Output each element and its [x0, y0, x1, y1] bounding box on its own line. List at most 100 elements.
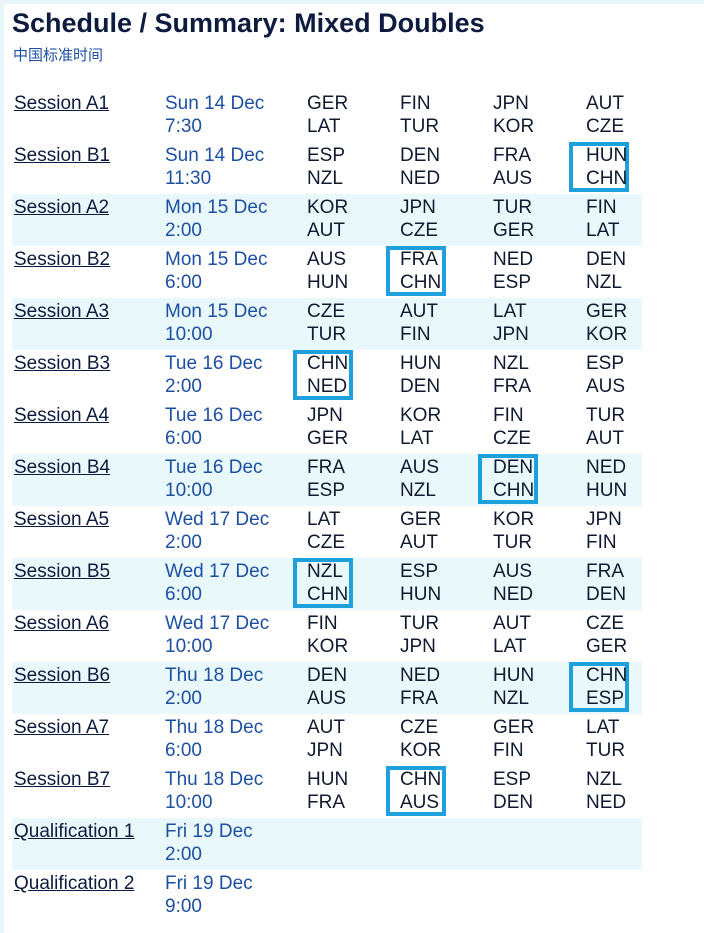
team-code: GER: [307, 428, 349, 449]
session-link[interactable]: Session B7: [14, 769, 111, 790]
match-cell[interactable]: AUT JPN: [307, 716, 345, 762]
session-link[interactable]: Session A6: [14, 613, 110, 634]
team-code: JPN: [493, 324, 529, 345]
session-link[interactable]: Session A3: [14, 301, 110, 322]
match-cell[interactable]: NED HUN: [586, 456, 627, 502]
match-cell[interactable]: HUN NZL: [493, 664, 534, 710]
match-cell[interactable]: DEN CHN: [493, 456, 534, 502]
session-link[interactable]: Session A7: [14, 717, 110, 738]
match-cell[interactable]: FRA CHN: [400, 248, 441, 294]
match-cell[interactable]: FIN LAT: [586, 196, 619, 242]
session-link[interactable]: Session B6: [14, 665, 111, 686]
match-cell[interactable]: GER FIN: [493, 716, 534, 762]
session-cell: Qualification 1: [14, 820, 134, 843]
match-cell[interactable]: JPN KOR: [493, 92, 534, 138]
team-code: NED: [400, 665, 441, 686]
team-code: GER: [586, 636, 628, 657]
session-link[interactable]: Session B4: [14, 457, 111, 478]
match-cell[interactable]: KOR TUR: [493, 508, 534, 554]
match-cell[interactable]: NZL NED: [586, 768, 626, 814]
match-cell[interactable]: DEN NED: [400, 144, 440, 190]
session-cell: Session A1: [14, 92, 109, 115]
match-cell[interactable]: FIN TUR: [400, 92, 439, 138]
match-cell[interactable]: FIN CZE: [493, 404, 531, 450]
match-cell[interactable]: ESP DEN: [493, 768, 533, 814]
match-cell[interactable]: KOR AUT: [307, 196, 348, 242]
match-cell[interactable]: AUT FIN: [400, 300, 438, 346]
session-link[interactable]: Session A5: [14, 509, 110, 530]
session-row: Session B2 Mon 15 Dec 6:00 AUS HUN FRA CHN NED E…: [12, 246, 642, 298]
match-cell[interactable]: AUT LAT: [493, 612, 531, 658]
match-cell[interactable]: TUR GER: [493, 196, 534, 242]
match-cell[interactable]: FRA DEN: [586, 560, 626, 606]
match-cell[interactable]: TUR AUT: [586, 404, 625, 450]
session-link[interactable]: Session B1: [14, 145, 111, 166]
session-link[interactable]: Session B2: [14, 249, 111, 270]
match-cell[interactable]: DEN NZL: [586, 248, 626, 294]
match-cell[interactable]: FRA AUS: [493, 144, 532, 190]
match-cell[interactable]: LAT TUR: [586, 716, 625, 762]
session-row: Session B1 Sun 14 Dec 11:30 ESP NZL DEN NED FRA…: [12, 142, 642, 194]
team-code: NZL: [493, 688, 529, 709]
match-cell[interactable]: CZE TUR: [307, 300, 346, 346]
match-cell[interactable]: ESP NZL: [307, 144, 345, 190]
highlighted-match-box: [293, 558, 353, 608]
team-code: CHN: [400, 272, 442, 293]
match-cell[interactable]: LAT JPN: [493, 300, 529, 346]
team-code: TUR: [400, 116, 440, 137]
match-cell[interactable]: GER AUT: [400, 508, 441, 554]
match-cell[interactable]: HUN FRA: [307, 768, 348, 814]
match-cell[interactable]: KOR LAT: [400, 404, 441, 450]
session-row: Session B5 Wed 17 Dec 6:00 NZL CHN ESP HUN AUS N…: [12, 558, 642, 610]
highlighted-match-box: [386, 246, 446, 296]
match-cell[interactable]: CHN ESP: [586, 664, 627, 710]
team-code: AUT: [307, 717, 345, 738]
match-cell[interactable]: HUN DEN: [400, 352, 441, 398]
match-cell[interactable]: NED ESP: [493, 248, 533, 294]
match-cell[interactable]: ESP HUN: [400, 560, 441, 606]
highlighted-match-box: [478, 454, 538, 504]
team-code: CZE: [586, 613, 624, 634]
session-time: 2:00: [165, 844, 202, 865]
session-link[interactable]: Qualification 1: [14, 821, 135, 842]
session-link[interactable]: Session A2: [14, 197, 110, 218]
session-cell: Session A6: [14, 612, 109, 635]
match-cell[interactable]: HUN CHN: [586, 144, 627, 190]
session-link[interactable]: Session A4: [14, 405, 110, 426]
match-cell[interactable]: NED FRA: [400, 664, 440, 710]
match-cell[interactable]: AUS NZL: [400, 456, 439, 502]
match-cell[interactable]: FIN KOR: [307, 612, 348, 658]
match-cell[interactable]: FRA ESP: [307, 456, 345, 502]
match-cell[interactable]: JPN FIN: [586, 508, 622, 554]
session-day: Thu 18 Dec: [165, 717, 264, 738]
session-day: Tue 16 Dec: [165, 353, 263, 374]
match-cell[interactable]: JPN GER: [307, 404, 348, 450]
session-cell: Qualification 2: [14, 872, 134, 895]
match-cell[interactable]: ESP AUS: [586, 352, 625, 398]
match-cell[interactable]: NZL FRA: [493, 352, 531, 398]
match-cell[interactable]: DEN AUS: [307, 664, 347, 710]
session-link[interactable]: Session A1: [14, 93, 110, 114]
session-link[interactable]: Qualification 2: [14, 873, 135, 894]
match-cell[interactable]: GER KOR: [586, 300, 627, 346]
match-cell[interactable]: CHN NED: [307, 352, 348, 398]
match-cell[interactable]: AUT CZE: [586, 92, 624, 138]
match-cell[interactable]: CZE KOR: [400, 716, 441, 762]
team-code: HUN: [307, 272, 349, 293]
match-cell[interactable]: JPN CZE: [400, 196, 438, 242]
match-cell[interactable]: CHN AUS: [400, 768, 441, 814]
team-code: LAT: [493, 636, 527, 657]
match-cell[interactable]: GER LAT: [307, 92, 348, 138]
match-cell[interactable]: AUS NED: [493, 560, 533, 606]
match-cell[interactable]: TUR JPN: [400, 612, 439, 658]
match-cell[interactable]: CZE GER: [586, 612, 627, 658]
session-link[interactable]: Session B3: [14, 353, 111, 374]
session-link[interactable]: Session B5: [14, 561, 111, 582]
session-cell: Session B4: [14, 456, 110, 479]
session-cell: Session B5: [14, 560, 110, 583]
match-cell[interactable]: NZL CHN: [307, 560, 348, 606]
timezone-label: 中国标准时间: [13, 46, 104, 64]
match-cell[interactable]: AUS HUN: [307, 248, 348, 294]
match-cell[interactable]: LAT CZE: [307, 508, 345, 554]
session-day: Wed 17 Dec: [165, 509, 270, 530]
